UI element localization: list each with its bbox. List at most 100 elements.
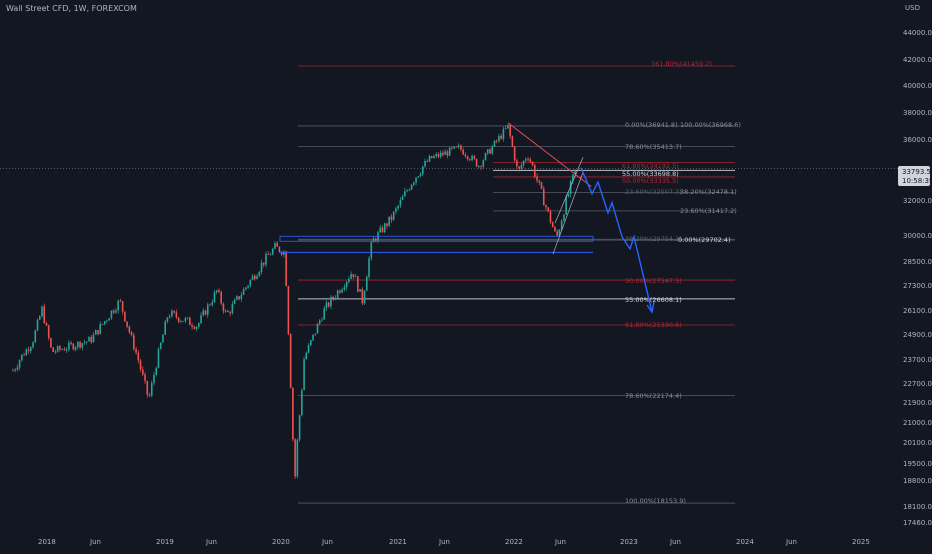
candle-body (314, 333, 317, 335)
candle-body (408, 189, 411, 191)
candle-body (507, 124, 509, 129)
candle-body (253, 275, 256, 280)
candle-body (350, 274, 352, 279)
fibonacci-labels: 161.80%(41459.2) 0.00%(36941.8) 100.00%(… (622, 60, 741, 505)
candle-body (271, 248, 274, 255)
price-tick: 20100.0 (903, 439, 932, 447)
candle-body (498, 135, 500, 142)
candle-body (401, 196, 404, 200)
candle-body (475, 158, 478, 167)
candle-body (12, 370, 14, 372)
candle-body (296, 439, 299, 477)
current-price-badge: 33793.5 10:58:39 (898, 166, 932, 186)
fib-label: 23.60%(32507.3) (625, 188, 682, 196)
candle-body (21, 354, 23, 361)
candle-body (455, 146, 458, 148)
candle-body (540, 182, 543, 189)
currency-label: USD (905, 4, 920, 12)
candle-body (130, 332, 133, 336)
candle-body (85, 341, 88, 343)
candle-body (177, 317, 180, 322)
candle-body (332, 296, 334, 299)
projection-path[interactable] (580, 167, 653, 313)
candle-body (173, 310, 175, 313)
candle-body (238, 296, 240, 300)
candle-body (563, 214, 565, 221)
candle-body (204, 310, 207, 315)
candle-body (38, 316, 41, 320)
fib-label: 55.00%(26608.1) (625, 296, 682, 304)
candle-body (197, 323, 200, 327)
candle-body (88, 336, 90, 342)
projection-arrowhead[interactable] (646, 301, 655, 314)
price-tick: 30000.0 (903, 232, 932, 240)
resistance-trendline[interactable] (507, 122, 592, 187)
candle-body (137, 352, 140, 361)
candle-body (307, 345, 310, 353)
candle-body (551, 222, 554, 228)
candle-body (251, 275, 254, 280)
candle-body (206, 304, 209, 315)
candle-body (294, 439, 296, 477)
candle-body (352, 274, 355, 277)
candle-body (464, 154, 467, 157)
price-axis: 44000.0 40000.0 38000.0 42000.0 36000.0 … (903, 29, 932, 527)
price-tick: 32000.0 (903, 197, 932, 205)
candle-body (276, 243, 278, 247)
candle-body (182, 321, 184, 322)
candle-body (133, 335, 135, 350)
price-tick: 17460.0 (903, 519, 932, 527)
candle-body (531, 161, 534, 165)
drawing-overlays[interactable] (0, 122, 898, 314)
candle-body (368, 258, 370, 277)
candle-body (184, 318, 187, 322)
candle-body (245, 287, 247, 290)
candle-body (462, 149, 464, 155)
channel-line[interactable] (554, 157, 584, 224)
candle-body (278, 246, 281, 252)
candle-body (121, 301, 124, 312)
candle-body (395, 208, 397, 212)
candle-body (560, 220, 563, 230)
candle-body (249, 279, 252, 286)
candle-body (574, 169, 576, 175)
candle-body (383, 223, 386, 233)
candle-body (242, 289, 245, 296)
candle-body (260, 262, 263, 272)
support-zone[interactable] (279, 235, 594, 242)
price-badge-bg (898, 166, 930, 186)
candle-body (81, 343, 84, 348)
time-tick: 2025 (852, 538, 870, 546)
candle-body (54, 351, 57, 353)
current-price: 33793.5 (902, 168, 931, 176)
channel-line[interactable] (552, 172, 584, 255)
price-tick: 40000.0 (903, 82, 932, 90)
candle-body (309, 340, 312, 346)
candle-body (267, 253, 270, 255)
candle-body (298, 415, 301, 440)
candle-body (191, 325, 193, 327)
candle-body (334, 297, 337, 299)
fibonacci-levels[interactable] (298, 65, 735, 504)
candle-body (41, 306, 43, 317)
candle-body (433, 156, 435, 159)
price-tick: 38000.0 (903, 109, 932, 117)
fib-label: 78.60%(35413.7) (625, 143, 682, 151)
fib-label: 100.00%(36968.6) (680, 121, 741, 129)
candle-body (370, 242, 373, 259)
candle-body (220, 292, 222, 304)
candle-body (240, 295, 243, 300)
candle-body (399, 199, 402, 206)
candle-body (50, 338, 52, 348)
candle-body (74, 347, 77, 350)
price-candles (12, 123, 576, 479)
candle-body (65, 349, 68, 351)
candle-body (469, 159, 471, 161)
time-tick: 2024 (736, 538, 754, 546)
time-tick: Jun (554, 538, 566, 546)
candle-body (554, 227, 556, 232)
candle-body (99, 323, 102, 335)
time-tick: 2023 (620, 538, 638, 546)
